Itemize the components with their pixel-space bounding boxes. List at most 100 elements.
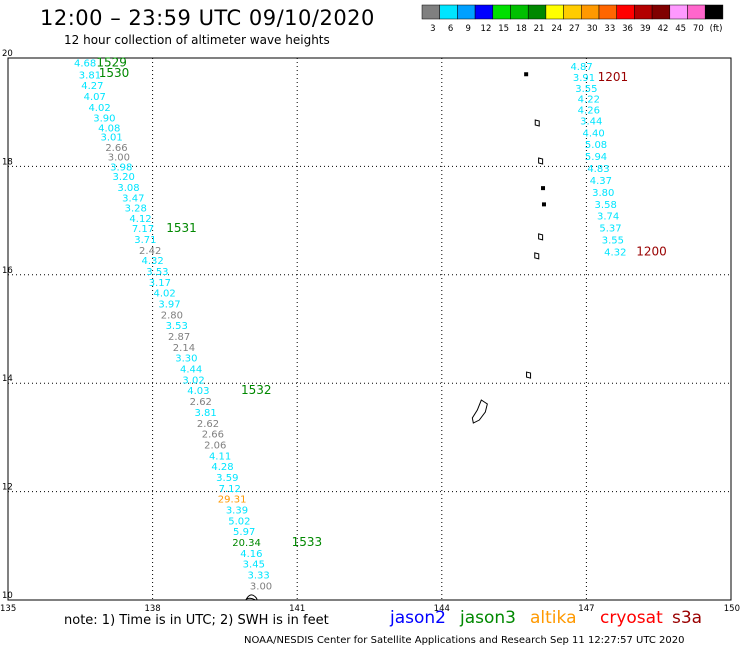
island-outline [538,157,544,165]
color-swatch [545,4,564,20]
color-scale-label: 30 [587,24,598,34]
legend-sat-4: s3a [672,608,703,628]
color-scale-label: 18 [516,24,527,34]
wave-height-label: 3.17 [149,278,171,289]
wave-height-label: 3.81 [79,70,101,81]
y-tick-label: 12 [2,483,13,493]
pass-time-label: 1530 [99,66,130,80]
wave-height-label: 3.39 [226,505,248,516]
wave-height-label: 3.00 [250,581,272,592]
plot-frame [7,57,732,601]
color-swatch [669,4,688,20]
pass-time-label: 1200 [636,244,667,258]
color-swatch [439,4,458,20]
wave-height-label: 4.07 [84,92,106,103]
y-tick-label: 14 [2,374,13,384]
y-tick-label: 18 [2,157,13,167]
color-scale-label: 12 [481,24,492,34]
color-swatch [527,4,547,20]
wave-height-label: 20.34 [232,538,261,549]
wave-height-label: 4.02 [154,289,176,300]
wave-height-label: 3.47 [122,193,144,204]
wave-height-label: 5.97 [233,527,255,538]
wave-height-label: 4.02 [88,103,110,114]
wave-height-label: 7.17 [132,224,154,235]
color-scale-legend: 3 6 9 12 15 18 21 24 27 30 33 36 39 42 45 70 (ft) [421,4,724,34]
x-axis-ticks: 135 138 141 144 147 150 [0,604,740,614]
wave-height-label: 3.80 [592,188,614,199]
color-swatch [457,4,476,20]
wave-height-label: 3.01 [100,133,122,144]
wave-height-label: 3.81 [194,408,216,419]
wave-height-label: 3.98 [110,162,132,173]
color-scale-label: 33 [604,24,615,34]
wave-height-label: 3.00 [108,153,130,164]
wave-height-label: 4.44 [180,365,202,376]
pass-time-label: 1201 [598,70,629,84]
y-tick-label: 10 [2,591,13,601]
color-scale-label: 6 [448,24,453,34]
wave-height-label: 3.59 [216,473,238,484]
wave-height-label: 4.32 [604,247,626,258]
color-scale-label: 3 [430,24,435,34]
wave-height-label: 3.30 [175,354,197,365]
color-scale-label: 36 [622,24,633,34]
wave-height-label: 7.12 [219,484,241,495]
wave-height-label: 3.33 [248,571,270,582]
y-axis-ticks: 10 12 14 16 18 20 [2,49,13,601]
wave-height-label: 4.16 [240,549,262,560]
footer-note: note: 1) Time is in UTC; 2) SWH is in fe… [64,613,329,628]
wave-height-label: 4.87 [570,62,592,73]
color-scale-label: 39 [640,24,651,34]
pass-time-label: 1532 [241,383,272,397]
island-outline [541,186,546,191]
page-subtitle: 12 hour collection of altimeter wave hei… [64,33,330,47]
wave-height-label: 2.66 [105,143,127,154]
color-scale-label: 70 [693,24,704,34]
color-swatch [687,4,706,20]
wave-height-label: 3.02 [182,375,204,386]
pass-time-label: 1529 [96,55,127,69]
wave-height-label: 3.97 [158,300,180,311]
footer-credit: NOAA/NESDIS Center for Satellite Applica… [244,635,685,646]
wave-height-label: 5.08 [585,140,607,151]
wave-height-label: 4.28 [211,462,233,473]
wave-height-label: 2.80 [161,310,183,321]
wave-height-label: 4.03 [187,386,209,397]
color-swatch [421,4,440,20]
island-outline [534,252,540,260]
wave-height-label: 4.27 [81,81,103,92]
wave-height-label: 2.87 [168,332,190,343]
island-outline [541,202,546,207]
island-outlines [245,72,546,601]
legend-sat-0: jason2 [390,608,446,628]
wave-height-marks: 4.683.814.274.074.023.904.083.012.663.00… [74,55,667,592]
pass-time-label: 1531 [166,221,197,235]
wave-height-label: 2.66 [202,430,224,441]
color-swatch [581,4,600,20]
wave-height-label: 2.06 [204,440,226,451]
x-tick-label: 138 [144,604,160,614]
wave-height-label: 5.37 [599,224,621,235]
color-swatch [492,4,511,20]
x-tick-label: 150 [724,604,740,614]
color-scale-label: 21 [534,24,545,34]
wave-height-label: 3.55 [575,84,597,95]
wave-height-label: 4.40 [582,128,604,139]
wave-height-label: 3.20 [113,172,135,183]
y-tick-label: 16 [2,266,13,276]
wave-height-label: 2.62 [190,397,212,408]
color-swatch [704,4,724,20]
island-outline [524,72,529,77]
wave-height-label: 3.44 [580,116,602,127]
pass-time-label: 1533 [292,535,323,549]
legend-sat-3: cryosat [600,608,663,628]
color-scale-label: 27 [569,24,580,34]
color-scale-label: 24 [551,24,562,34]
island-outline [245,594,258,601]
wave-height-label: 2.62 [197,419,219,430]
color-scale-label: 42 [658,24,669,34]
wave-height-label: 4.68 [74,58,96,69]
wave-height-label: 3.08 [117,183,139,194]
